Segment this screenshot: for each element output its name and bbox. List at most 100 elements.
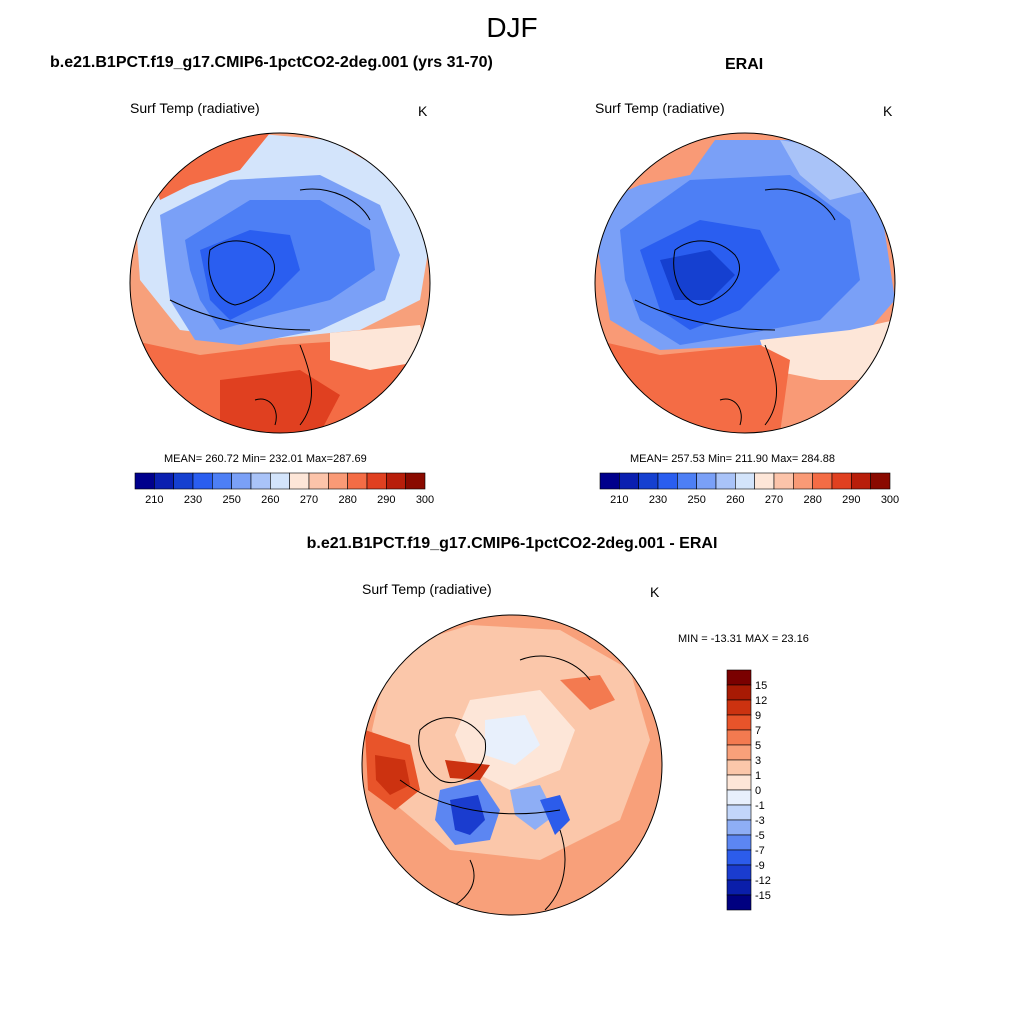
erai-colorbar-tick-label: 270 bbox=[765, 494, 783, 506]
difference-colorbar-tick-label: 12 bbox=[755, 695, 767, 707]
difference-colorbar-swatch bbox=[726, 804, 752, 821]
model-colorbar-tick-label: 300 bbox=[416, 494, 434, 506]
diff-variable-label: Surf Temp (radiative) bbox=[362, 581, 492, 597]
model-colorbar-swatch bbox=[231, 472, 252, 490]
erai-colorbar-swatch bbox=[638, 472, 659, 490]
model-colorbar-swatch bbox=[173, 472, 194, 490]
difference-colorbar-swatch bbox=[726, 894, 752, 911]
erai-stats: MEAN= 257.53 Min= 211.90 Max= 284.88 bbox=[630, 453, 835, 465]
model-colorbar-tick-label: 230 bbox=[184, 494, 202, 506]
erai-colorbar-tick-label: 250 bbox=[687, 494, 705, 506]
erai-colorbar-swatch bbox=[851, 472, 871, 490]
difference-colorbar-tick-label: -3 bbox=[755, 815, 765, 827]
model-colorbar-tick-label: 260 bbox=[261, 494, 279, 506]
model-panel-title: b.e21.B1PCT.f19_g17.CMIP6-1pctCO2-2deg.0… bbox=[50, 54, 493, 71]
model-colorbar-tick-label: 270 bbox=[300, 494, 318, 506]
erai-colorbar-swatch bbox=[735, 472, 755, 490]
model-colorbar-tick-label: 250 bbox=[222, 494, 240, 506]
erai-colorbar-swatch bbox=[696, 472, 717, 490]
difference-colorbar-swatch bbox=[726, 789, 752, 806]
difference-colorbar-swatch bbox=[726, 714, 752, 731]
difference-colorbar-tick-label: 7 bbox=[755, 725, 761, 737]
model-colorbar-swatch bbox=[289, 472, 310, 490]
difference-colorbar-tick-label: 0 bbox=[755, 785, 761, 797]
figure-title: DJF bbox=[486, 12, 538, 43]
difference-polar-map bbox=[362, 615, 662, 915]
difference-colorbar-swatch bbox=[726, 759, 752, 776]
model-colorbar-swatch bbox=[212, 472, 232, 490]
difference-colorbar-swatch bbox=[726, 819, 752, 836]
model-colorbar-swatch bbox=[270, 472, 290, 490]
model-colorbar-swatch bbox=[386, 472, 406, 490]
model-colorbar-swatch bbox=[347, 472, 368, 490]
difference-colorbar-swatch bbox=[726, 834, 752, 851]
difference-colorbar-tick-label: 9 bbox=[755, 710, 761, 722]
erai-map-boundary bbox=[594, 132, 896, 434]
difference-colorbar-swatch bbox=[726, 669, 752, 686]
erai-colorbar-swatch bbox=[657, 472, 678, 490]
difference-colorbar-tick-label: -9 bbox=[755, 860, 765, 872]
difference-panel-title: b.e21.B1PCT.f19_g17.CMIP6-1pctCO2-2deg.0… bbox=[306, 535, 718, 552]
model-colorbar-swatch bbox=[250, 472, 271, 490]
erai-colorbar-tick-label: 300 bbox=[881, 494, 899, 506]
model-colorbar-swatch bbox=[366, 472, 387, 490]
model-units-label: K bbox=[418, 103, 428, 119]
difference-colorbar-swatch bbox=[726, 849, 752, 866]
model-colorbar-tick-label: 290 bbox=[377, 494, 395, 506]
erai-polar-map bbox=[595, 133, 895, 433]
model-colorbar-swatch bbox=[154, 472, 174, 490]
erai-colorbar-swatch bbox=[773, 472, 794, 490]
diff-units-label: K bbox=[650, 584, 660, 600]
difference-colorbar-swatch bbox=[726, 864, 752, 881]
erai-colorbar-tick-label: 260 bbox=[726, 494, 744, 506]
erai-colorbar-swatch bbox=[715, 472, 736, 490]
erai-colorbar: 210 230 250 260 270 280 290 300 bbox=[599, 472, 899, 506]
difference-colorbar-tick-label: -5 bbox=[755, 830, 765, 842]
difference-colorbar-swatch bbox=[726, 774, 752, 791]
erai-colorbar-tick-label: 280 bbox=[803, 494, 821, 506]
difference-colorbar-tick-label: -1 bbox=[755, 800, 765, 812]
erai-colorbar-tick-label: 290 bbox=[842, 494, 860, 506]
difference-colorbar-tick-label: -12 bbox=[755, 875, 771, 887]
erai-colorbar-tick-label: 230 bbox=[649, 494, 667, 506]
model-colorbar-swatch bbox=[134, 472, 155, 490]
model-colorbar-swatch bbox=[405, 472, 426, 490]
model-colorbar-tick-label: 210 bbox=[145, 494, 163, 506]
erai-colorbar-tick-label: 210 bbox=[610, 494, 628, 506]
erai-colorbar-swatch bbox=[831, 472, 852, 490]
erai-colorbar-swatch bbox=[599, 472, 620, 490]
model-variable-label: Surf Temp (radiative) bbox=[130, 100, 260, 116]
erai-panel-title: ERAI bbox=[725, 56, 764, 73]
difference-colorbar-swatch bbox=[726, 729, 752, 746]
model-colorbar-swatch bbox=[328, 472, 348, 490]
erai-variable-label: Surf Temp (radiative) bbox=[595, 100, 725, 116]
erai-colorbar-swatch bbox=[677, 472, 697, 490]
difference-colorbar-swatch bbox=[726, 744, 752, 761]
difference-colorbar-tick-label: -15 bbox=[755, 890, 771, 902]
difference-colorbar-swatch bbox=[726, 879, 752, 896]
model-stats: MEAN= 260.72 Min= 232.01 Max=287.69 bbox=[164, 453, 367, 465]
difference-colorbar: 15 12 9 7 5 3 1 0 -1 -3 -5 -7 -9 -12 -15 bbox=[726, 669, 771, 911]
model-colorbar-tick-label: 280 bbox=[338, 494, 356, 506]
model-polar-map bbox=[130, 133, 430, 433]
erai-colorbar-swatch bbox=[793, 472, 813, 490]
model-colorbar-swatch bbox=[192, 472, 213, 490]
difference-colorbar-tick-label: -7 bbox=[755, 845, 765, 857]
difference-colorbar-swatch bbox=[726, 699, 752, 716]
model-colorbar: 210 230 250 260 270 280 290 300 bbox=[134, 472, 434, 506]
model-map-boundary bbox=[129, 132, 431, 434]
erai-colorbar-swatch bbox=[619, 472, 639, 490]
model-colorbar-swatch bbox=[308, 472, 329, 490]
difference-colorbar-tick-label: 15 bbox=[755, 680, 767, 692]
erai-colorbar-swatch bbox=[754, 472, 775, 490]
difference-stats: MIN = -13.31 MAX = 23.16 bbox=[678, 633, 809, 645]
difference-colorbar-swatch bbox=[726, 684, 752, 701]
difference-colorbar-tick-label: 5 bbox=[755, 740, 761, 752]
erai-colorbar-swatch bbox=[870, 472, 891, 490]
erai-units-label: K bbox=[883, 103, 893, 119]
erai-colorbar-swatch bbox=[812, 472, 833, 490]
difference-colorbar-tick-label: 3 bbox=[755, 755, 761, 767]
difference-colorbar-tick-label: 1 bbox=[755, 770, 761, 782]
difference-map-boundary bbox=[361, 614, 663, 916]
